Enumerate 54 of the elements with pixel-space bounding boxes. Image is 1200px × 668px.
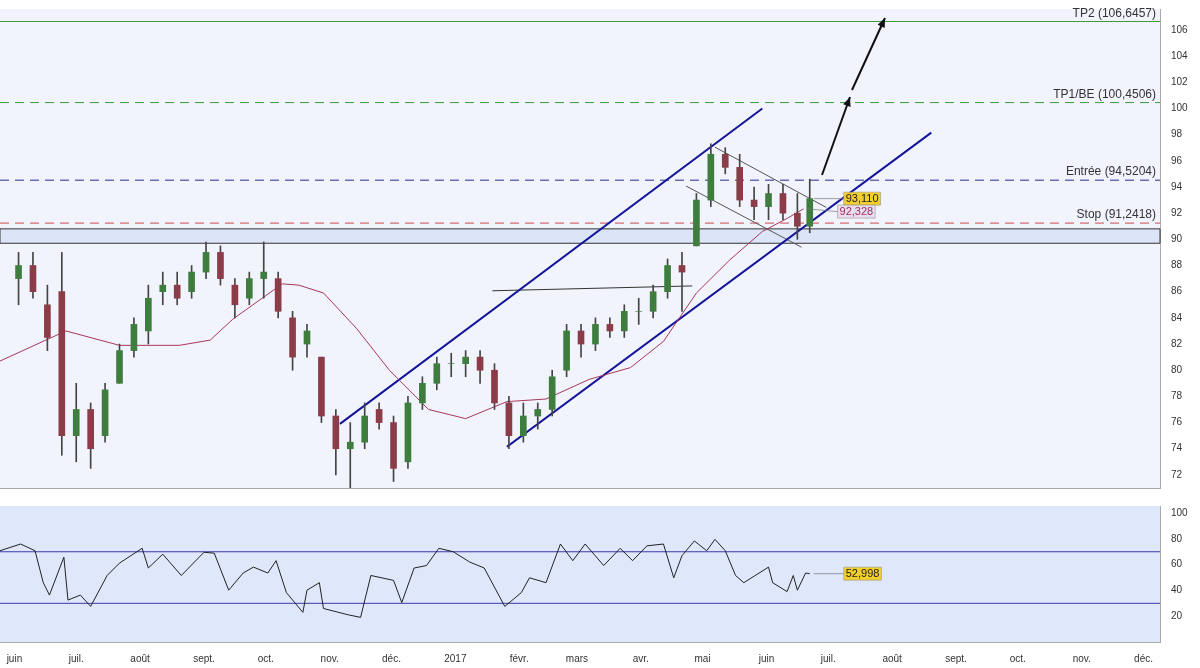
y-tick-label: 60 bbox=[1171, 558, 1183, 570]
y-tick-label: 98 bbox=[1171, 128, 1183, 140]
y-tick-label: 92 bbox=[1171, 206, 1183, 218]
x-tick-label: avr. bbox=[632, 652, 649, 664]
y-tick-label: 78 bbox=[1171, 390, 1183, 402]
x-tick-label: oct. bbox=[257, 652, 274, 664]
x-tick-label: juil. bbox=[67, 652, 84, 664]
x-tick-label: nov. bbox=[1072, 652, 1091, 664]
y-tick-label: 86 bbox=[1171, 285, 1183, 297]
candlestick bbox=[346, 422, 354, 488]
y-tick-label: 76 bbox=[1171, 416, 1183, 428]
y-tick-label: 88 bbox=[1171, 259, 1183, 271]
y-tick-label: 80 bbox=[1171, 532, 1183, 544]
candlestick bbox=[260, 241, 268, 299]
x-tick-label: nov. bbox=[320, 652, 339, 664]
x-tick-label: mai bbox=[694, 652, 711, 664]
x-tick-label: mars bbox=[565, 652, 589, 664]
y-tick-label: 80 bbox=[1171, 363, 1183, 375]
y-tick-label: 72 bbox=[1171, 468, 1183, 480]
y-tick-label: 100 bbox=[1171, 506, 1189, 518]
annotation: 52,998 bbox=[845, 566, 880, 579]
x-tick-label: déc. bbox=[1134, 652, 1153, 664]
annotation: 92,328 bbox=[839, 204, 874, 217]
y-tick-label: 102 bbox=[1171, 76, 1189, 88]
y-tick-label: 96 bbox=[1171, 154, 1183, 166]
y-tick-label: 104 bbox=[1171, 49, 1189, 61]
y-tick-label: 82 bbox=[1171, 337, 1183, 349]
ref-line-label: Entrée (94,5204) bbox=[1065, 164, 1156, 179]
x-tick-label: août bbox=[882, 652, 903, 664]
y-tick-label: 84 bbox=[1171, 311, 1183, 323]
x-tick-label: déc. bbox=[382, 652, 401, 664]
y-tick-label: 90 bbox=[1171, 233, 1183, 245]
x-tick-label: juil. bbox=[819, 652, 836, 664]
y-tick-label: 20 bbox=[1171, 609, 1183, 621]
x-tick-label: oct. bbox=[1009, 652, 1026, 664]
x-tick-label: juin bbox=[5, 652, 23, 664]
ref-line-label: Stop (91,2418) bbox=[1076, 207, 1156, 222]
y-tick-label: 94 bbox=[1171, 180, 1183, 192]
candlestick bbox=[635, 297, 643, 325]
y-tick-label: 40 bbox=[1171, 584, 1183, 596]
candlestick bbox=[447, 352, 455, 378]
y-tick-label: 74 bbox=[1171, 442, 1183, 454]
annotation: 93,110 bbox=[845, 191, 879, 204]
x-tick-label: août bbox=[130, 652, 151, 664]
y-tick-label: 100 bbox=[1171, 102, 1189, 114]
x-tick-label: févr. bbox=[509, 652, 529, 664]
x-tick-label: sept. bbox=[945, 652, 967, 664]
x-tick-label: sept. bbox=[193, 652, 215, 664]
ref-line-label: TP2 (106,6457) bbox=[1072, 5, 1156, 20]
ref-line-label: TP1/BE (100,4506) bbox=[1053, 86, 1156, 101]
candlestick bbox=[159, 271, 167, 306]
y-tick-label: 106 bbox=[1171, 23, 1189, 35]
x-tick-label: 2017 bbox=[444, 652, 467, 664]
x-tick-label: juin bbox=[757, 652, 775, 664]
